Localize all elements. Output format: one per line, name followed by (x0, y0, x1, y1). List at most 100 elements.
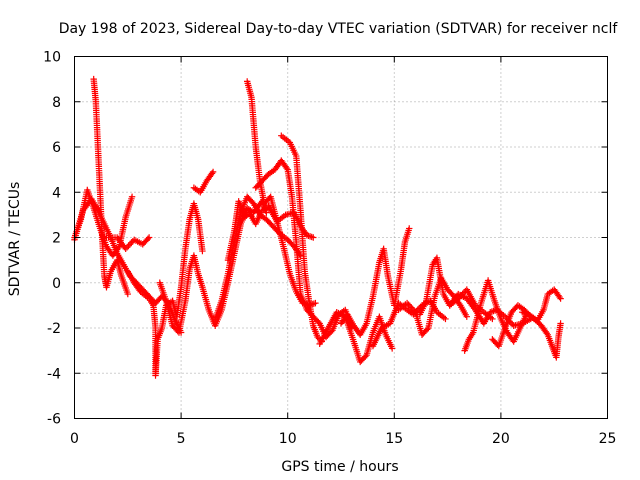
data-point (113, 250, 126, 266)
data-point (297, 290, 310, 312)
series-sat-g (190, 168, 217, 196)
data-point (94, 143, 104, 194)
data-point (382, 331, 395, 350)
data-point (455, 290, 469, 301)
data-point (212, 299, 225, 323)
data-point (101, 220, 114, 239)
data-point (310, 313, 322, 326)
data-point (457, 302, 469, 319)
data-point (190, 184, 202, 195)
data-point (137, 288, 151, 301)
data-point (310, 322, 321, 339)
data-point (531, 315, 544, 328)
data-point (173, 286, 184, 320)
data-point (425, 295, 438, 332)
data-point (224, 252, 238, 286)
y-tick-label: 0 (52, 276, 61, 292)
series-sat-p (395, 275, 470, 338)
grid (74, 56, 608, 419)
series-sat-d (103, 234, 153, 253)
data-point (194, 270, 206, 289)
data-markers (71, 75, 564, 379)
series-sat-f (156, 198, 270, 336)
data-point (280, 243, 293, 275)
data-point (391, 270, 404, 309)
data-point (433, 308, 447, 321)
data-point (124, 290, 131, 298)
data-point (557, 295, 564, 302)
x-tick-label: 20 (492, 431, 510, 447)
data-point (442, 315, 449, 323)
data-point (416, 299, 429, 318)
x-tick-label: 25 (599, 431, 617, 447)
y-tick-label: -6 (47, 412, 61, 428)
y-tick-label: 6 (52, 140, 61, 156)
data-point (293, 152, 304, 212)
data-point (380, 245, 391, 278)
y-tick-label: 4 (52, 185, 61, 201)
data-point (406, 225, 413, 232)
x-tick-label: 0 (70, 431, 79, 447)
data-point (152, 324, 159, 359)
data-point (301, 268, 312, 302)
data-point (243, 193, 256, 206)
data-point (433, 254, 447, 296)
data-point (150, 302, 159, 330)
data-point (284, 236, 297, 249)
data-point (177, 247, 189, 291)
data-point (90, 75, 99, 103)
data-point (297, 207, 308, 273)
data-point (463, 295, 478, 312)
x-tick-label: 15 (385, 431, 403, 447)
data-point (551, 286, 563, 301)
data-point (224, 238, 238, 277)
data-point (356, 322, 369, 338)
data-point (243, 78, 255, 99)
data-point (273, 213, 288, 225)
data-point (278, 157, 290, 172)
series-sat-u (519, 308, 564, 361)
data-point (267, 193, 280, 223)
data-point (316, 326, 331, 348)
y-tick-label: 8 (52, 95, 61, 111)
plot-frame (74, 56, 608, 419)
data-point (99, 234, 108, 278)
data-point (241, 210, 252, 221)
data-point (397, 240, 408, 275)
data-point (162, 297, 176, 327)
data-point (469, 299, 485, 336)
data-point (288, 193, 300, 244)
data-point (310, 234, 317, 241)
data-point (465, 331, 476, 343)
data-point (388, 345, 396, 352)
data-point (124, 268, 137, 285)
data-point (88, 195, 101, 212)
data-point (128, 193, 136, 200)
data-point (350, 338, 363, 364)
data-point (231, 211, 244, 243)
data-point (96, 189, 106, 239)
data-point (261, 194, 273, 207)
data-point (314, 333, 324, 344)
x-axis-label: GPS time / hours (281, 459, 398, 475)
data-point (252, 209, 265, 228)
data-point (284, 166, 295, 198)
data-point (122, 238, 136, 253)
data-point (386, 301, 401, 327)
x-tick-label: 10 (279, 431, 297, 447)
data-point (212, 308, 225, 329)
data-point (491, 297, 504, 321)
data-point (514, 302, 526, 312)
data-point (231, 222, 244, 257)
data-point (248, 94, 259, 149)
data-point (122, 195, 135, 221)
data-point (169, 322, 181, 335)
data-point (501, 310, 514, 332)
series-sat-c (90, 75, 131, 298)
data-point (218, 281, 231, 314)
data-point (252, 143, 263, 183)
data-point (369, 261, 383, 300)
data-point (258, 203, 271, 214)
data-point (484, 277, 498, 303)
data-point (418, 326, 431, 338)
